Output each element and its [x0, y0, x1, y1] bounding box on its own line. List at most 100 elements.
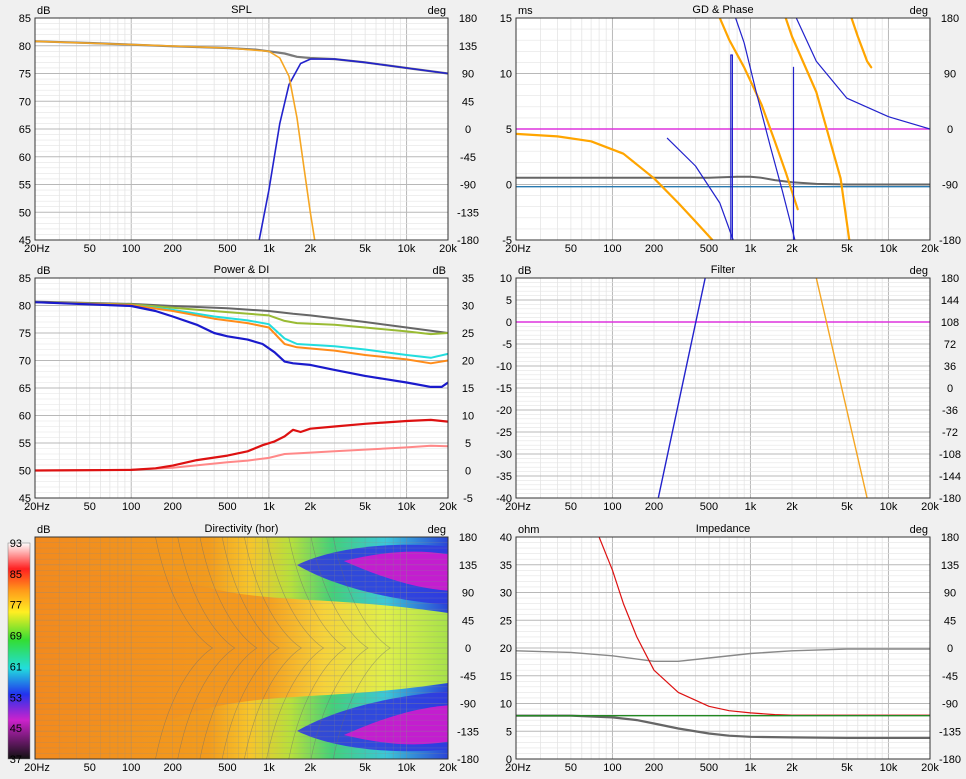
x-tick-label: 5k: [841, 501, 853, 513]
y2-tick-label: 10: [462, 411, 474, 423]
heatmap-field: [35, 537, 448, 759]
y-tick-label: 5: [506, 124, 512, 136]
plot-border: [34, 277, 449, 499]
y2-tick-label: 25: [462, 328, 474, 340]
y-tick-label: 50: [19, 466, 31, 478]
y2-tick-label: -45: [460, 152, 476, 164]
series-line-filter-2: [815, 278, 868, 498]
right-axis-unit: deg: [428, 524, 446, 536]
y-tick-label: 35: [500, 560, 512, 572]
series-line-filter-1: [657, 278, 706, 498]
colorbar-tick-label: 61: [10, 661, 22, 673]
y2-tick-label: 20: [462, 356, 474, 368]
y-tick-label: 5: [506, 726, 512, 738]
colorbar-tick-label: 85: [10, 569, 22, 581]
y2-tick-label: 0: [465, 124, 471, 136]
series-line-power-di-2: [35, 301, 448, 359]
x-tick-label: 100: [603, 501, 621, 513]
y-tick-label: -20: [496, 405, 512, 417]
y-tick-label: 10: [500, 69, 512, 81]
x-tick-label: 200: [645, 243, 663, 255]
x-tick-label: 20Hz: [505, 243, 531, 255]
y2-tick-label: 108: [941, 317, 959, 329]
left-axis-unit: dB: [518, 265, 531, 277]
x-tick-label: 1k: [263, 762, 275, 774]
y-tick-label: 75: [19, 328, 31, 340]
y-tick-label: 45: [19, 235, 31, 247]
x-tick-label: 100: [122, 501, 140, 513]
y2-tick-label: -90: [942, 180, 958, 192]
x-tick-label: 100: [122, 243, 140, 255]
series-line-impedance-0: [516, 648, 930, 662]
y2-tick-label: 90: [944, 69, 956, 81]
y2-tick-label: 90: [462, 69, 474, 81]
y2-tick-label: 5: [465, 438, 471, 450]
y2-tick-label: 0: [947, 383, 953, 395]
series-line-spl-1: [258, 58, 448, 240]
series-line-power-di-4: [35, 301, 448, 388]
x-tick-label: 1k: [263, 501, 275, 513]
y2-tick-label: -90: [460, 180, 476, 192]
colorbar: [7, 542, 31, 760]
right-axis-unit: deg: [910, 5, 928, 17]
y-tick-label: 60: [19, 411, 31, 423]
series-line-impedance-2: [516, 714, 930, 739]
left-axis-unit: ms: [518, 5, 533, 17]
y-tick-label: 65: [19, 124, 31, 136]
x-tick-label: 10k: [398, 501, 416, 513]
left-axis-unit: dB: [37, 524, 50, 536]
x-tick-label: 50: [565, 501, 577, 513]
x-tick-label: 50: [565, 243, 577, 255]
y2-tick-label: -108: [939, 449, 961, 461]
y-tick-label: 50: [19, 207, 31, 219]
y2-tick-label: 135: [459, 560, 477, 572]
x-tick-label: 20Hz: [24, 501, 50, 513]
left-axis-unit: dB: [37, 5, 50, 17]
x-tick-label: 500: [218, 501, 236, 513]
x-tick-label: 50: [84, 762, 96, 774]
x-tick-label: 20Hz: [505, 762, 531, 774]
x-tick-label: 2k: [305, 243, 317, 255]
x-tick-label: 20Hz: [505, 501, 531, 513]
y2-tick-label: -135: [939, 726, 961, 738]
y-tick-label: 15: [500, 13, 512, 25]
y-tick-label: 75: [19, 69, 31, 81]
series-line-gd-phase-2: [516, 175, 930, 186]
colorbar-tick-label: 69: [10, 631, 22, 643]
y2-tick-label: -90: [942, 699, 958, 711]
y2-tick-label: 0: [465, 643, 471, 655]
chart-title: Impedance: [696, 523, 750, 535]
series-line-power-di-1: [35, 301, 448, 336]
x-tick-label: 5k: [359, 243, 371, 255]
colorbar-tick-label: 37: [10, 754, 22, 766]
x-tick-label: 5k: [841, 243, 853, 255]
y-tick-label: 45: [19, 493, 31, 505]
x-tick-label: 50: [84, 243, 96, 255]
x-tick-label: 200: [163, 762, 181, 774]
y2-tick-label: -135: [457, 726, 479, 738]
y2-tick-label: 15: [462, 383, 474, 395]
y-tick-label: 0: [506, 317, 512, 329]
plot-border: [515, 536, 931, 760]
y2-tick-label: -135: [457, 207, 479, 219]
y2-tick-label: 45: [462, 96, 474, 108]
y2-tick-label: 90: [462, 588, 474, 600]
y-tick-label: 5: [506, 295, 512, 307]
y2-tick-label: 0: [465, 466, 471, 478]
y-tick-label: 0: [506, 180, 512, 192]
x-tick-label: 20k: [921, 762, 939, 774]
x-tick-label: 1k: [745, 243, 757, 255]
x-tick-label: 1k: [745, 762, 757, 774]
chart-title: SPL: [231, 4, 252, 16]
series-line-gd-phase-5: [730, 54, 733, 240]
y-tick-label: 70: [19, 356, 31, 368]
right-axis-unit: deg: [428, 5, 446, 17]
y2-tick-label: -180: [939, 754, 961, 766]
y-tick-label: -15: [496, 383, 512, 395]
x-tick-label: 5k: [359, 762, 371, 774]
y-tick-label: 0: [506, 754, 512, 766]
